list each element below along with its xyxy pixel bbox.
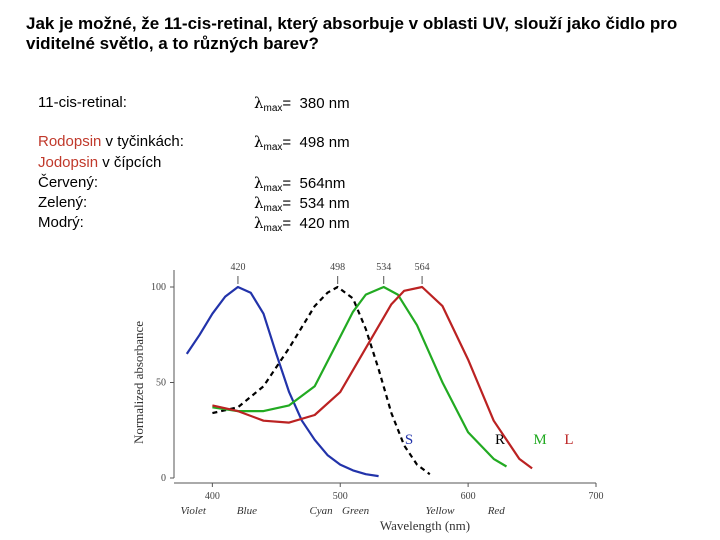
y-axis-label: Normalized absorbance xyxy=(131,321,146,444)
cerveny-label: Červený: xyxy=(38,174,99,191)
retinal-value: 380 nm xyxy=(299,95,350,112)
zeleny-value: 534 nm xyxy=(299,195,350,212)
rodopsin-rest: v tyčinkách: xyxy=(101,133,184,150)
peak-label: 534 xyxy=(376,262,391,273)
jodopsin-word: Jodopsin xyxy=(38,154,99,171)
rodopsin-value: 498 nm xyxy=(299,134,350,151)
retinal-label: 11-cis-retinal: xyxy=(38,94,127,111)
jodopsin-rest: v čípcích xyxy=(98,154,162,171)
color-name-label: Blue xyxy=(237,505,257,517)
x-tick-label: 700 xyxy=(589,491,604,502)
series-label-r: R xyxy=(495,432,505,448)
series-line-m xyxy=(212,285,508,468)
y-tick-label: 50 xyxy=(156,378,166,389)
x-tick-label: 400 xyxy=(205,491,220,502)
y-tick-label: 0 xyxy=(161,473,166,484)
rodopsin-label: Rodopsin v tyčinkách: xyxy=(38,132,184,152)
color-name-label: Yellow xyxy=(426,505,456,517)
color-name-label: Violet xyxy=(180,505,206,517)
y-tick-label: 100 xyxy=(151,282,166,293)
cerveny-lambda: λmax= 564nm xyxy=(254,174,346,194)
series-label-m: M xyxy=(533,432,546,448)
x-tick-label: 600 xyxy=(461,491,476,502)
series-line-s xyxy=(185,285,379,478)
color-name-label: Cyan xyxy=(309,505,333,517)
x-tick-label: 500 xyxy=(333,491,348,502)
peak-label: 498 xyxy=(330,262,345,273)
zeleny-label: Zelený: xyxy=(38,194,88,211)
series-label-l: L xyxy=(564,432,573,448)
x-axis-label: Wavelength (nm) xyxy=(380,518,470,533)
series-line-r xyxy=(212,285,431,476)
retinal-lambda: λmax= 380 nm xyxy=(254,94,350,114)
series-line-l xyxy=(212,285,533,470)
modry-lambda: λmax= 420 nm xyxy=(254,214,350,234)
series-label-s: S xyxy=(405,432,413,448)
rodopsin-word: Rodopsin xyxy=(38,133,102,150)
color-name-label: Green xyxy=(342,505,370,517)
rodopsin-lambda: λmax= 498 nm xyxy=(254,133,350,153)
cerveny-value: 564nm xyxy=(299,175,346,192)
color-name-label: Red xyxy=(487,505,506,517)
peak-label: 564 xyxy=(415,262,430,273)
modry-label: Modrý: xyxy=(38,214,84,231)
jodopsin-label: Jodopsin v čípcích xyxy=(38,153,161,173)
modry-value: 420 nm xyxy=(299,215,350,232)
peak-label: 420 xyxy=(230,262,245,273)
page-title: Jak je možné, že 11-cis-retinal, který a… xyxy=(26,14,678,53)
zeleny-lambda: λmax= 534 nm xyxy=(254,194,350,214)
